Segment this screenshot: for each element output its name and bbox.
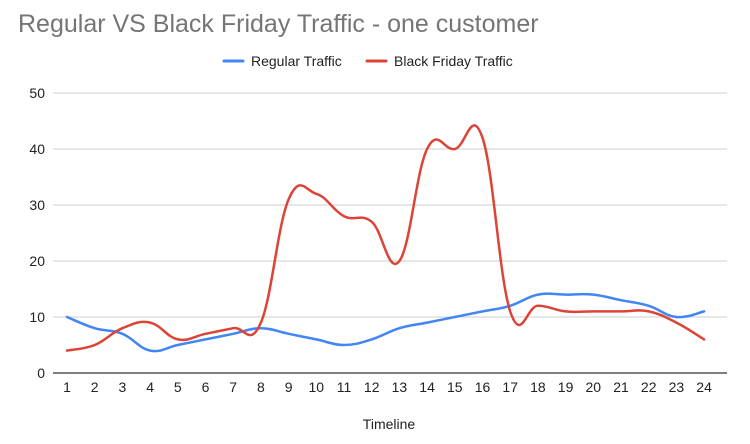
x-tick-label: 15 bbox=[447, 379, 463, 395]
legend: Regular Traffic Black Friday Traffic bbox=[222, 53, 513, 69]
x-tick-label: 23 bbox=[669, 379, 685, 395]
x-tick-label: 3 bbox=[119, 379, 127, 395]
legend-item-black-friday-traffic[interactable]: Black Friday Traffic bbox=[365, 53, 513, 69]
y-tick-label: 50 bbox=[29, 85, 45, 101]
x-tick-label: 24 bbox=[696, 379, 712, 395]
x-tick-label: 20 bbox=[586, 379, 602, 395]
series-lines bbox=[65, 124, 706, 353]
y-tick-label: 40 bbox=[29, 141, 45, 157]
x-tick-label: 13 bbox=[392, 379, 408, 395]
x-tick-label: 11 bbox=[337, 379, 352, 395]
x-tick-label: 21 bbox=[613, 379, 629, 395]
y-tick-label: 20 bbox=[29, 253, 45, 269]
y-tick-label: 10 bbox=[29, 309, 45, 325]
x-tick-label: 17 bbox=[502, 379, 518, 395]
x-tick-label: 1 bbox=[63, 379, 71, 395]
x-tick-label: 12 bbox=[364, 379, 380, 395]
legend-label-black-friday-traffic: Black Friday Traffic bbox=[394, 53, 513, 69]
y-tick-label: 0 bbox=[37, 365, 45, 381]
x-tick-label: 8 bbox=[257, 379, 265, 395]
x-tick-label: 6 bbox=[202, 379, 210, 395]
x-tick-label: 9 bbox=[285, 379, 293, 395]
x-tick-label: 22 bbox=[641, 379, 657, 395]
x-tick-label: 16 bbox=[475, 379, 491, 395]
x-axis-ticks: 1 2 3 4 5 6 7 8 9 10 11 12 13 14 15 16 17 18 19 20 21 22 23 24 bbox=[63, 379, 712, 395]
chart-title: Regular VS Black Friday Traffic - one cu… bbox=[18, 10, 539, 38]
x-axis-label: Timeline bbox=[363, 416, 416, 432]
x-tick-label: 18 bbox=[530, 379, 546, 395]
y-tick-label: 30 bbox=[29, 197, 45, 213]
x-tick-label: 14 bbox=[419, 379, 435, 395]
legend-item-regular-traffic[interactable]: Regular Traffic bbox=[222, 53, 342, 69]
legend-label-regular-traffic: Regular Traffic bbox=[251, 53, 342, 69]
x-tick-label: 19 bbox=[558, 379, 574, 395]
series-line-regular-traffic[interactable] bbox=[65, 292, 706, 353]
x-tick-label: 2 bbox=[91, 379, 99, 395]
x-tick-label: 4 bbox=[146, 379, 154, 395]
x-tick-label: 5 bbox=[174, 379, 182, 395]
x-tick-label: 7 bbox=[229, 379, 237, 395]
x-tick-label: 10 bbox=[309, 379, 325, 395]
series-line-black-friday-traffic[interactable] bbox=[65, 124, 706, 352]
y-axis-ticks: 0 10 20 30 40 50 bbox=[29, 85, 45, 381]
